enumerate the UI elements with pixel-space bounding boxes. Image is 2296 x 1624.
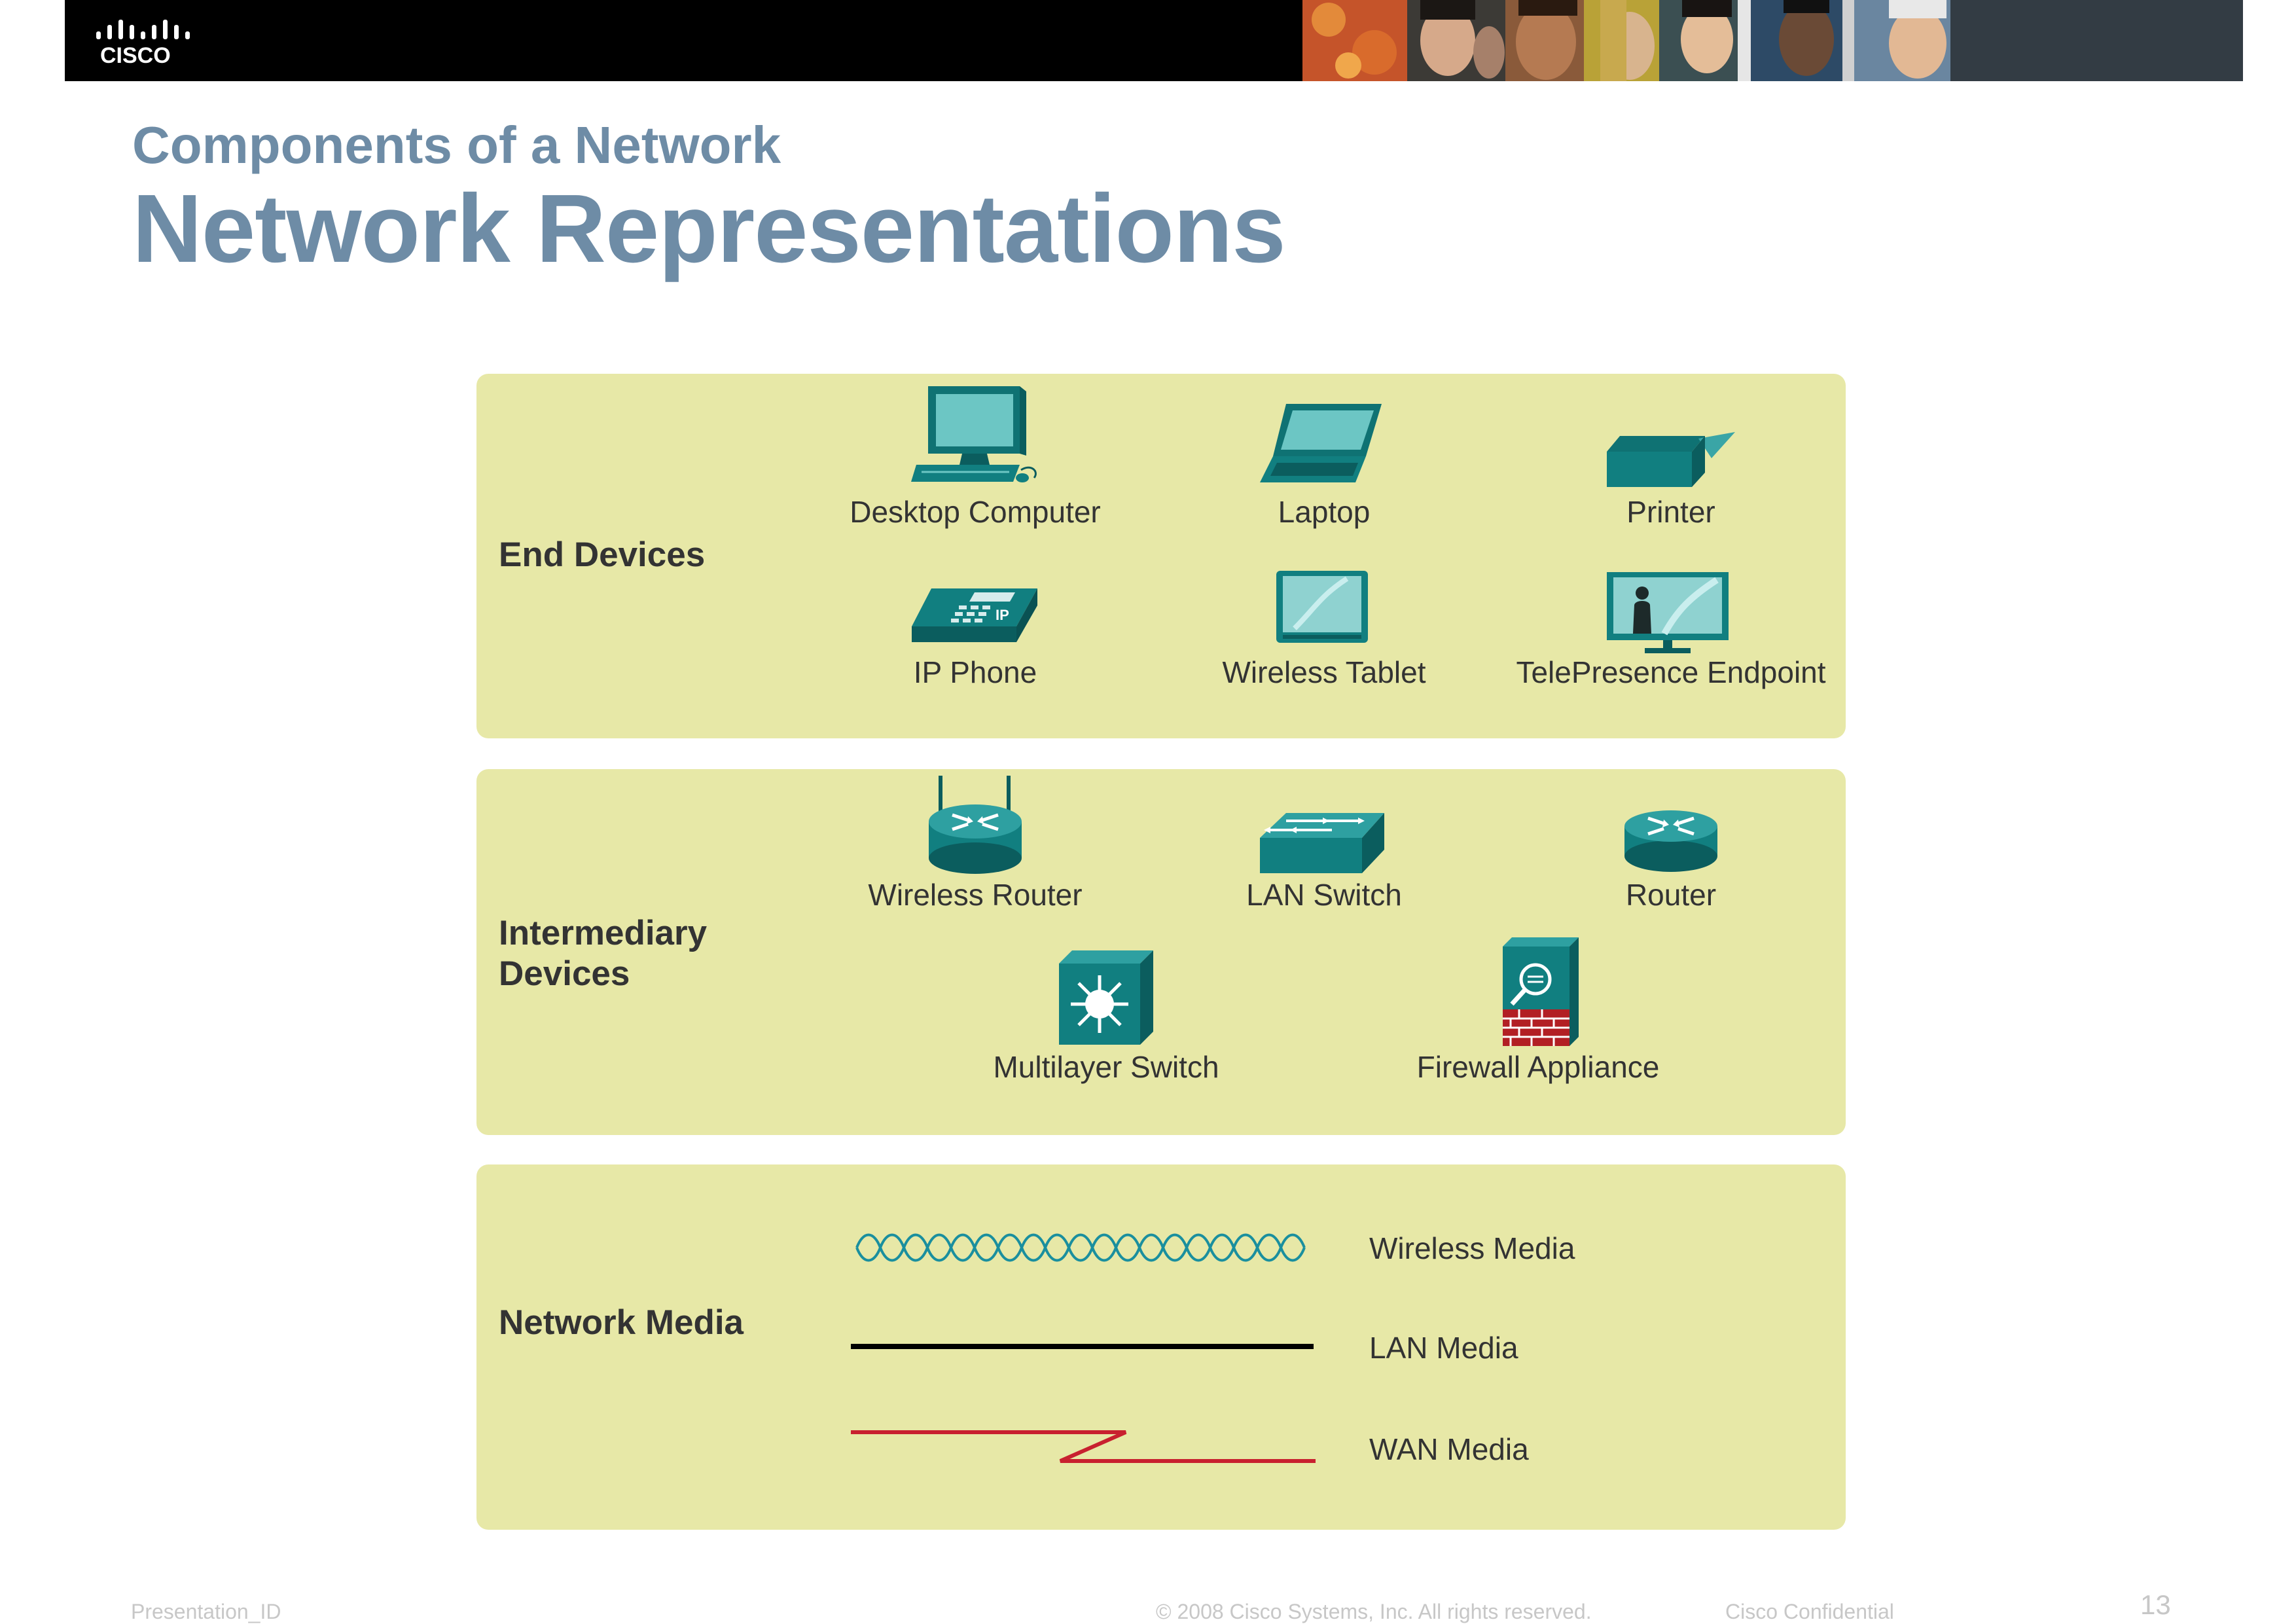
wireless-router-icon	[926, 774, 1024, 880]
footer-copyright: © 2008 Cisco Systems, Inc. All rights re…	[1156, 1600, 1592, 1623]
intermediary-label-wireless-router: Wireless Router	[868, 878, 1083, 912]
end-devices-heading: End Devices	[499, 535, 706, 574]
header-photo-strip	[1302, 0, 2243, 81]
svg-text:CISCO: CISCO	[100, 43, 171, 67]
firewall-appliance-icon	[1503, 936, 1579, 1051]
printer-icon	[1607, 432, 1735, 492]
end-device-label-desktop-computer: Desktop Computer	[850, 495, 1101, 529]
laptop-icon	[1260, 403, 1384, 491]
router-icon	[1622, 809, 1720, 878]
footer-confidential: Cisco Confidential	[1725, 1600, 1894, 1623]
intermediary-devices-panel	[476, 769, 1846, 1135]
end-device-label-ip-phone: IP Phone	[913, 655, 1037, 689]
intermediary-label-firewall-appliance: Firewall Appliance	[1416, 1050, 1660, 1084]
slide-title: Network Representations	[132, 175, 1286, 283]
wan-media-line	[851, 1426, 1316, 1468]
telepresence-endpoint-icon	[1605, 571, 1730, 659]
media-label-wan: WAN Media	[1369, 1432, 1529, 1466]
wireless-media-line	[854, 1228, 1312, 1271]
svg-text:IP: IP	[996, 607, 1009, 623]
network-media-heading: Network Media	[499, 1303, 744, 1342]
page-number: 13	[2140, 1589, 2171, 1620]
intermediary-devices-heading: Intermediary Devices	[499, 913, 707, 994]
end-device-label-printer: Printer	[1626, 495, 1715, 529]
end-device-label-telepresence-endpoint: TelePresence Endpoint	[1516, 655, 1826, 689]
multilayer-switch-icon	[1059, 949, 1153, 1049]
intermediary-label-lan-switch: LAN Switch	[1246, 878, 1402, 912]
cisco-logo: CISCO	[95, 14, 200, 68]
end-devices-panel	[476, 374, 1846, 738]
wireless-tablet-icon	[1275, 569, 1371, 649]
media-label-wireless: Wireless Media	[1369, 1231, 1575, 1265]
end-device-label-wireless-tablet: Wireless Tablet	[1222, 655, 1426, 689]
lan-switch-icon	[1260, 812, 1384, 878]
end-device-label-laptop: Laptop	[1278, 495, 1371, 529]
intermediary-label-router: Router	[1625, 878, 1717, 912]
intermediary-heading-line2: Devices	[499, 954, 630, 993]
slide-subtitle: Components of a Network	[132, 116, 781, 174]
footer-presentation-id: Presentation_ID	[131, 1600, 281, 1623]
lan-media-line	[851, 1342, 1316, 1354]
intermediary-label-multilayer-switch: Multilayer Switch	[993, 1050, 1219, 1084]
ip-phone-icon: IP	[912, 586, 1037, 648]
media-label-lan: LAN Media	[1369, 1331, 1518, 1365]
desktop-computer-icon	[910, 385, 1041, 493]
intermediary-heading-line1: Intermediary	[499, 914, 708, 952]
